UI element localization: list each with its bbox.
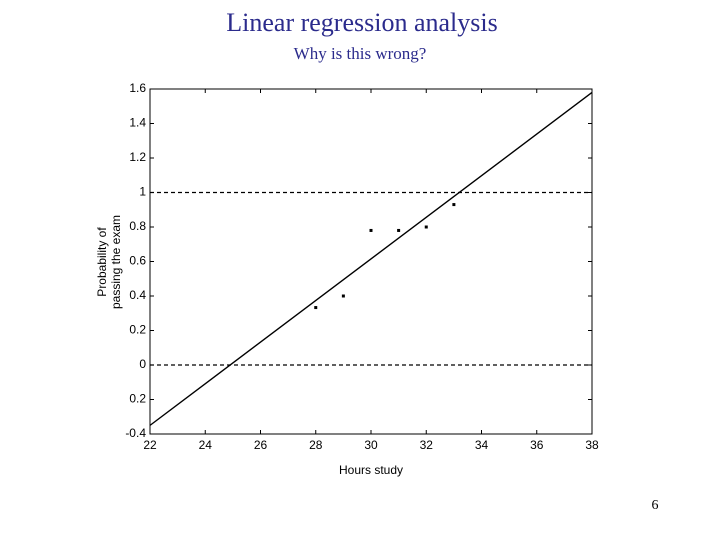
- y-tick-label: 0.6: [129, 254, 146, 268]
- y-tick-label: 1.6: [129, 81, 146, 95]
- y-tick-label: 1: [139, 185, 146, 199]
- x-axis-label: Hours study: [339, 463, 403, 477]
- data-point: [397, 228, 401, 232]
- chart-title: Linear regression analysis: [226, 8, 497, 37]
- y-tick-label: 1.4: [129, 116, 146, 130]
- x-tick-label: 32: [420, 438, 434, 452]
- x-tick-label: 36: [530, 438, 544, 452]
- plot-frame: [149, 88, 593, 435]
- data-point: [369, 228, 373, 232]
- chart-subtitle: Why is this wrong?: [294, 44, 427, 63]
- x-tick-label: 28: [309, 438, 323, 452]
- page-number: 6: [652, 498, 659, 513]
- y-tick-label: 0.8: [129, 219, 146, 233]
- x-tick-label: 38: [585, 438, 599, 452]
- x-tick-label: 34: [475, 438, 489, 452]
- regression-line: [149, 91, 593, 426]
- y-axis-label: Probability of: [95, 227, 109, 297]
- y-tick-label: 0.4: [129, 288, 146, 302]
- y-tick-label: 0.2: [129, 323, 146, 337]
- y-tick-label: 0: [139, 357, 146, 371]
- data-point: [314, 306, 318, 310]
- x-tick-label: 22: [143, 438, 157, 452]
- x-tick-label: 26: [254, 438, 268, 452]
- data-point: [341, 294, 345, 298]
- data-point: [424, 225, 428, 229]
- data-point: [452, 203, 456, 207]
- y-axis-label: passing the exam: [109, 215, 123, 309]
- y-tick-label: 1.2: [129, 150, 146, 164]
- y-tick-label: -0.4: [125, 426, 146, 440]
- y-tick-label: 0.2: [129, 392, 146, 406]
- x-tick-label: 24: [199, 438, 213, 452]
- x-tick-label: 30: [364, 438, 378, 452]
